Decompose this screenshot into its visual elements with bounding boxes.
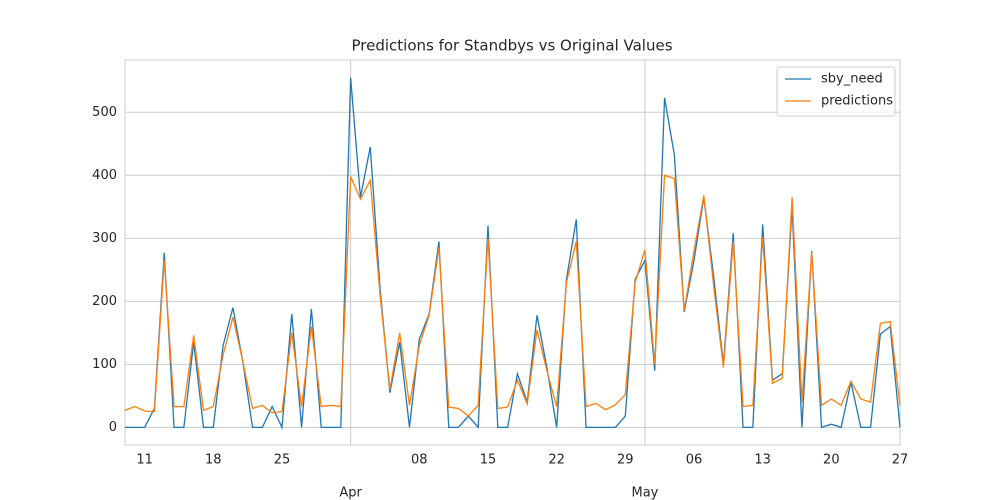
chart-title: Predictions for Standbys vs Original Val… [351,37,672,55]
x-tick-label: 22 [548,453,565,468]
data-line [124,174,901,417]
x-tick-label: 29 [617,453,634,468]
y-tick-label: 400 [92,168,117,183]
x-tick-label: 11 [136,453,153,468]
x-tick-label: 27 [892,453,909,468]
x-tick-label: 15 [480,453,497,468]
y-tick-label: 100 [92,357,117,372]
x-tick-label: 13 [754,453,771,468]
legend-label: predictions [821,94,893,109]
y-tick-label: 300 [92,231,117,246]
x-tick-label: 06 [686,453,703,468]
plot-area [124,59,901,446]
y-tick-label: 500 [92,105,117,120]
x-tick-label: 20 [823,453,840,468]
x-major-tick-label: May [631,486,658,500]
y-tick-label: 0 [109,420,117,435]
y-tick-label: 200 [92,294,117,309]
legend-label: sby_need [821,72,883,87]
x-major-tick-label: Apr [339,486,362,500]
x-tick-label: 18 [205,453,222,468]
x-tick-label: 08 [411,453,428,468]
x-tick-label: 25 [274,453,291,468]
